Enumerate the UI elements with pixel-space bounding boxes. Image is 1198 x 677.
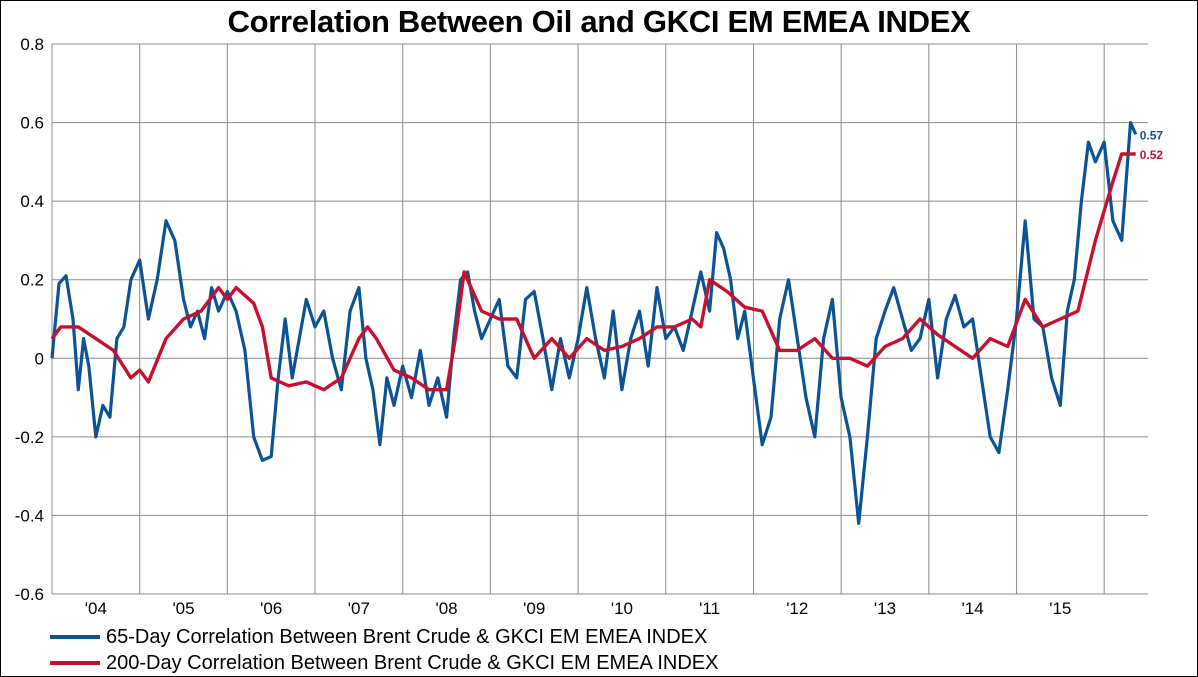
x-tick-label: '05 [172,599,194,618]
legend-item-65-day: 65-Day Correlation Between Brent Crude &… [50,624,718,650]
y-tick-label: -0.2 [15,428,44,447]
chart-title: Correlation Between Oil and GKCI EM EMEA… [227,4,971,39]
x-tick-label: '04 [85,599,107,618]
x-tick-label: '11 [699,599,720,618]
x-tick-label: '09 [523,599,545,618]
x-tick-label: '07 [348,599,370,618]
end-label-65-day: 0.57 [1140,128,1164,142]
legend-item-200-day: 200-Day Correlation Between Brent Crude … [50,650,718,676]
x-tick-label: '12 [786,599,808,618]
x-tick-label: '14 [962,599,984,618]
x-tick-label: '13 [874,599,896,618]
x-tick-label: '06 [260,599,282,618]
y-tick-label: 0 [35,349,44,368]
x-tick-label: '10 [611,599,633,618]
end-label-200-day: 0.52 [1140,148,1164,162]
legend-swatch-65-day [50,635,100,639]
end-labels: 0.57 0.52 [1140,128,1164,162]
legend-label-65-day: 65-Day Correlation Between Brent Crude &… [106,625,708,648]
y-axis-ticks: 0.8 0.6 0.4 0.2 0 -0.2 -0.4 -0.6 [15,35,44,604]
y-tick-label: 0.2 [20,271,44,290]
legend-label-200-day: 200-Day Correlation Between Brent Crude … [106,651,719,674]
legend-swatch-200-day [50,661,100,665]
x-tick-label: '08 [435,599,457,618]
legend: 65-Day Correlation Between Brent Crude &… [50,624,718,676]
y-tick-label: 0.4 [20,192,44,211]
x-axis-ticks: '04 '05 '06 '07 '08 '09 '10 '11 '12 '13 '14 '15 [85,599,1072,618]
y-tick-label: 0.6 [20,114,44,133]
y-tick-label: -0.6 [15,585,44,604]
y-tick-label: -0.4 [15,506,44,525]
series-200-day-line [50,152,1136,392]
grid-layer [51,43,1148,595]
y-tick-label: 0.8 [20,35,44,54]
series-65-day-line [50,120,1138,525]
x-tick-label: '15 [1049,599,1071,618]
series-layer [50,120,1138,525]
